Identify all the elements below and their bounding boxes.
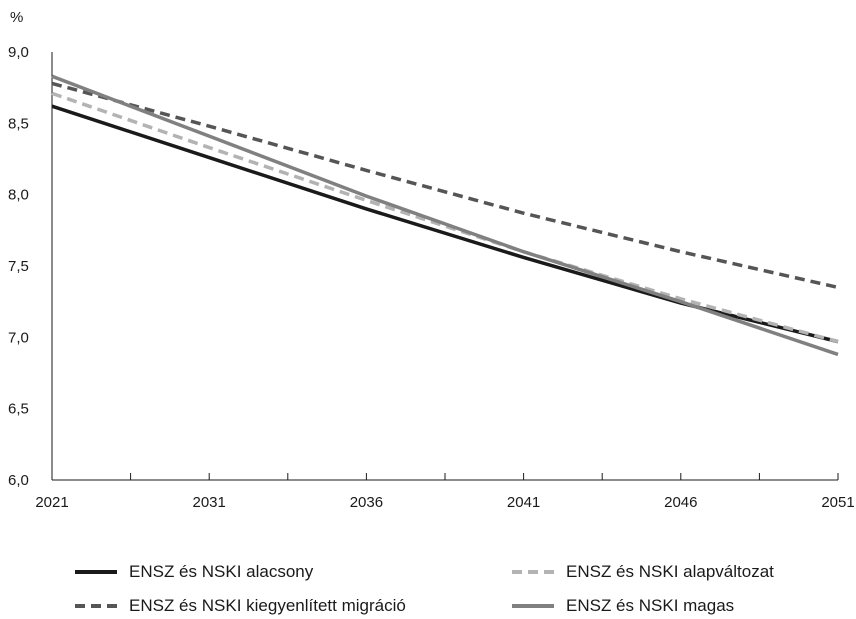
y-tick-label: 8,0 xyxy=(8,187,29,204)
plot-area xyxy=(51,74,839,357)
x-axis: 2021 2031 2036 2041 2046 2051 xyxy=(35,473,855,511)
x-tick-label: 2021 xyxy=(35,494,68,511)
y-tick-label: 6,5 xyxy=(8,401,29,418)
x-tick-label: 2036 xyxy=(350,494,383,511)
y-tick-label: 9,0 xyxy=(8,44,29,61)
y-tick-label: 6,0 xyxy=(8,472,29,489)
x-tick-label: 2041 xyxy=(507,494,540,511)
y-tick-label: 7,5 xyxy=(8,258,29,275)
series-line-1 xyxy=(51,91,839,344)
series-line-3 xyxy=(51,74,839,357)
x-tick-label: 2046 xyxy=(664,494,697,511)
x-tick-label: 2051 xyxy=(821,494,854,511)
y-axis: 6,0 6,5 7,0 7,5 8,0 8,5 9,0 xyxy=(8,44,53,489)
y-tick-label: 8,5 xyxy=(8,115,29,132)
y-axis-unit: % xyxy=(10,9,23,26)
y-tick-label: 7,0 xyxy=(8,329,29,346)
series-line-2 xyxy=(51,81,839,290)
x-tick-label: 2031 xyxy=(193,494,226,511)
